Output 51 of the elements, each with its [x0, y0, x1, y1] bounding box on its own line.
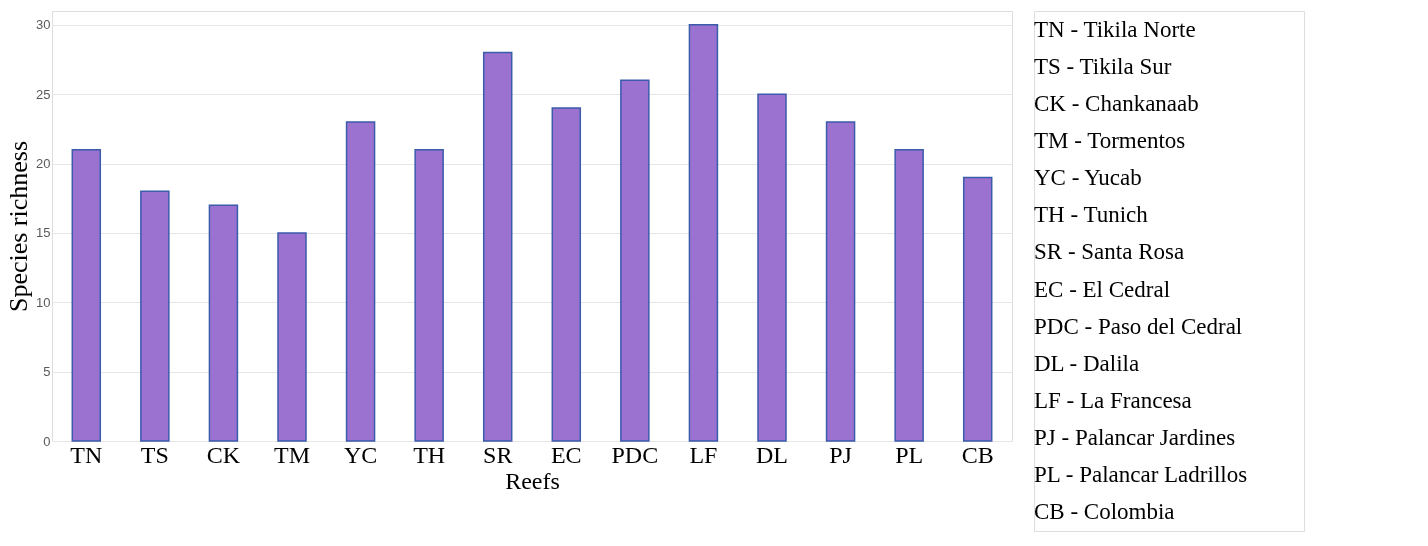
x-tick-label: LF	[689, 441, 718, 468]
y-tick-label: 5	[43, 364, 51, 380]
x-tick-label: TH	[413, 441, 446, 468]
bar	[208, 204, 239, 442]
y-tick-label: 10	[36, 294, 51, 310]
x-tick-label: TM	[274, 441, 310, 468]
x-tick-label: TS	[140, 441, 169, 468]
x-tick-label: CK	[206, 441, 241, 468]
bar	[962, 176, 993, 442]
text: SR - Santa Rosa	[1034, 239, 1185, 265]
x-tick-label: YC	[343, 441, 378, 468]
bar	[551, 107, 582, 442]
bar	[620, 79, 650, 442]
x-tick-label: DL	[756, 441, 788, 468]
bar	[688, 24, 719, 442]
text: YC - Yucab	[1034, 165, 1142, 191]
text: CK - Chankanaab	[1034, 90, 1199, 116]
y-tick-label: 25	[36, 86, 51, 102]
x-tick-label: PJ	[829, 441, 852, 468]
bar	[757, 93, 787, 442]
bar	[894, 148, 924, 442]
y-axis-title: Species richness	[4, 140, 34, 313]
x-tick-label: SR	[483, 441, 513, 468]
text: TM - Tormentos	[1034, 128, 1186, 153]
bar	[140, 190, 170, 442]
text: TH - Tunich	[1034, 202, 1149, 228]
text: DL - Dalila	[1034, 350, 1140, 376]
y-tick-label: 20	[36, 156, 51, 172]
bar	[414, 148, 444, 442]
bar	[71, 148, 102, 442]
bar	[482, 51, 513, 442]
text: PL - Palancar Ladrillos	[1034, 462, 1248, 488]
bar	[825, 121, 856, 442]
y-tick-label: 15	[36, 225, 51, 241]
x-tick-label: TN	[70, 441, 103, 468]
bar	[277, 232, 307, 442]
x-tick-label: EC	[550, 441, 582, 468]
y-tick-label: 30	[36, 17, 51, 33]
bar	[345, 121, 376, 442]
x-tick-label: CB	[961, 441, 994, 468]
y-tick-label: 0	[43, 433, 51, 449]
text: PJ - Palancar Jardines	[1034, 425, 1236, 451]
x-tick-label: PDC	[611, 441, 659, 468]
text: TN - Tikila Norte	[1034, 16, 1196, 42]
text: CB - Colombia	[1034, 499, 1175, 525]
text: LF - La Francesa	[1034, 388, 1192, 413]
text: TS - Tikila Sur	[1034, 53, 1172, 79]
text: EC - El Cedral	[1034, 276, 1171, 302]
x-axis-title: Reefs	[505, 467, 560, 494]
x-tick-label: PL	[895, 441, 924, 468]
text: PDC - Paso del Cedral	[1034, 313, 1243, 339]
